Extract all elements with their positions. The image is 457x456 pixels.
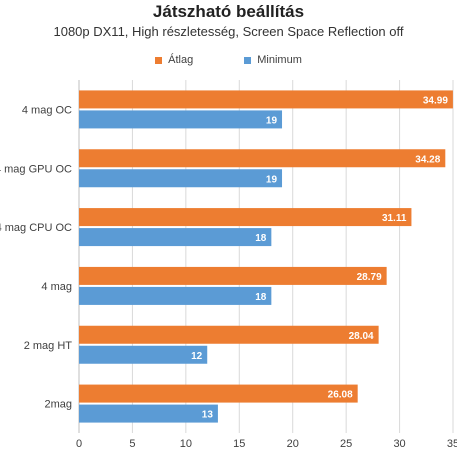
data-label-atlag-5: 26.08 [328, 390, 353, 401]
data-label-minimum-0: 19 [266, 115, 278, 126]
bar-atlag-0 [79, 90, 453, 109]
bar-atlag-1 [79, 149, 446, 168]
bar-minimum-2 [79, 228, 272, 247]
data-label-minimum-5: 13 [202, 410, 214, 421]
chart-subtitle: 1080p DX11, High részletesség, Screen Sp… [53, 24, 404, 39]
category-label-0: 4 mag OC [22, 104, 72, 116]
legend-swatch-minimum [244, 56, 252, 64]
x-tick-label-2: 10 [180, 438, 192, 450]
bar-atlag-4 [79, 325, 379, 344]
bar-atlag-5 [79, 384, 358, 403]
legend: Átlag Minimum [0, 54, 457, 66]
data-label-minimum-4: 12 [191, 351, 203, 362]
category-label-3: 4 mag [41, 281, 72, 293]
category-label-1: 4 mag GPU OC [0, 163, 72, 175]
data-label-minimum-2: 18 [255, 233, 267, 244]
x-tick-label-4: 20 [287, 438, 299, 450]
category-label-4: 2 mag HT [24, 340, 73, 352]
chart-title: Játszható beállítás [152, 2, 305, 21]
legend-swatch-atlag [155, 56, 163, 64]
legend-label-atlag: Átlag [168, 54, 194, 66]
category-label-2: 4 mag CPU OC [0, 222, 72, 234]
legend-item-minimum: Minimum [244, 54, 302, 66]
bar-atlag-3 [79, 266, 387, 285]
legend-label-minimum: Minimum [257, 54, 302, 66]
legend-item-atlag: Átlag [155, 54, 193, 66]
x-tick-label-6: 30 [393, 438, 405, 450]
data-label-atlag-0: 34.99 [423, 95, 448, 106]
category-label-5: 2mag [44, 399, 72, 411]
data-label-atlag-4: 28.04 [349, 331, 374, 342]
data-label-atlag-1: 34.28 [415, 154, 440, 165]
bar-minimum-4 [79, 345, 208, 364]
bar-minimum-3 [79, 286, 272, 305]
x-tick-label-0: 0 [76, 438, 82, 450]
x-tick-label-1: 5 [129, 438, 135, 450]
data-label-minimum-3: 18 [255, 292, 267, 303]
bar-minimum-1 [79, 169, 283, 188]
x-tick-label-7: 35 [447, 438, 457, 450]
data-label-minimum-1: 19 [266, 174, 278, 185]
bar-minimum-0 [79, 110, 283, 129]
bar-minimum-5 [79, 404, 218, 423]
x-tick-label-3: 15 [233, 438, 245, 450]
data-label-atlag-2: 31.11 [382, 213, 407, 224]
data-label-atlag-3: 28.79 [357, 272, 382, 283]
bar-atlag-2 [79, 208, 412, 227]
x-tick-label-5: 25 [340, 438, 352, 450]
